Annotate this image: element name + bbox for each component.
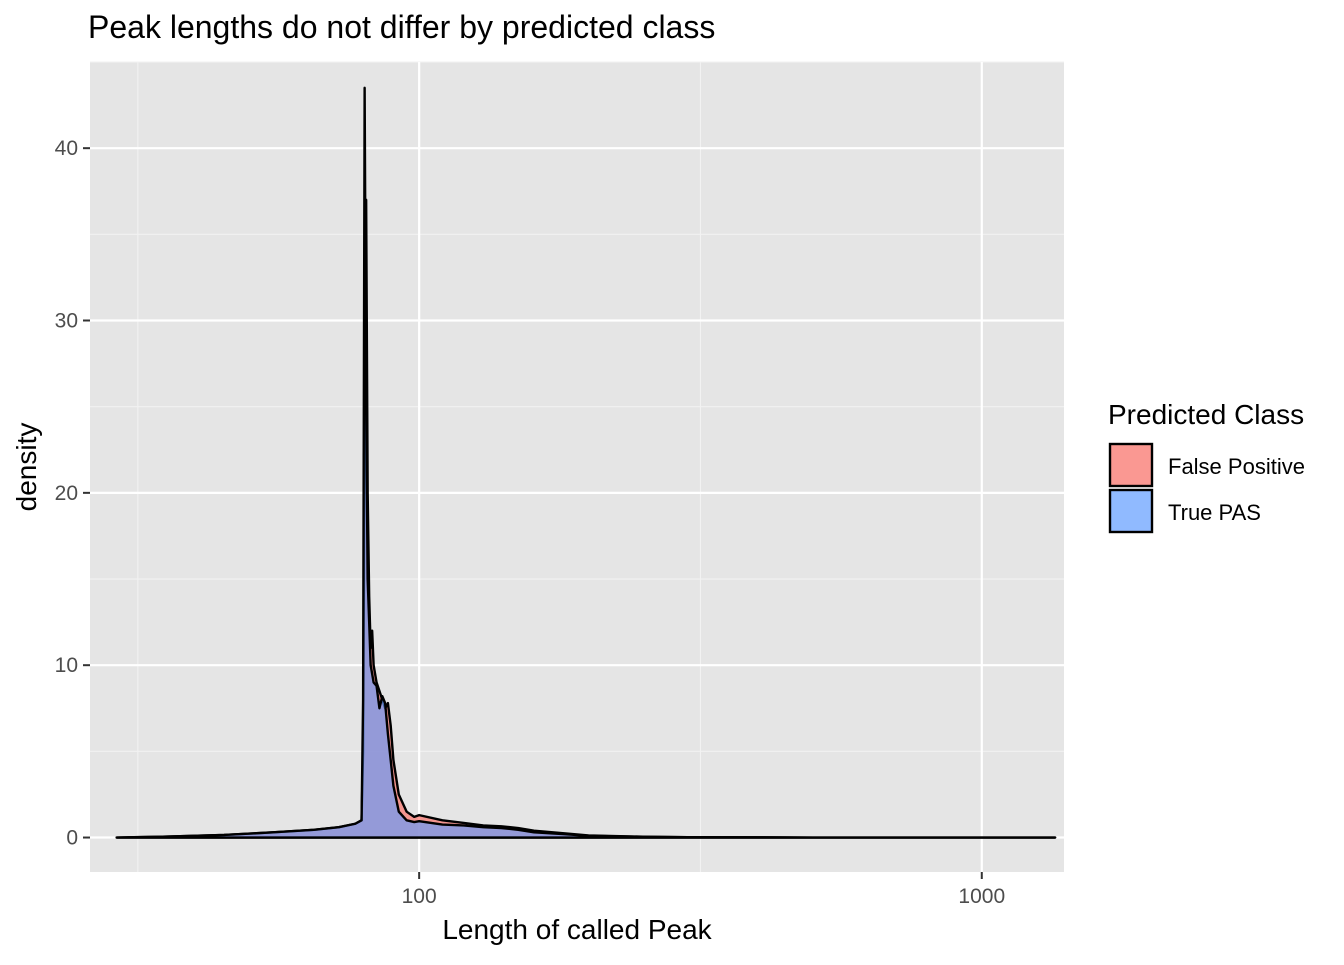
x-tick-label: 100 xyxy=(402,885,437,908)
legend-label-true-pas: True PAS xyxy=(1168,500,1261,525)
y-tick-label: 20 xyxy=(55,482,78,505)
legend-label-false-positive: False Positive xyxy=(1168,454,1305,479)
y-axis-label: density xyxy=(11,423,42,512)
axis-layer: 0 10 20 30 40 100 1000 xyxy=(55,137,1006,908)
y-tick-label: 40 xyxy=(55,137,78,160)
y-tick-label: 0 xyxy=(66,827,78,850)
legend: Predicted Class False Positive True PAS xyxy=(1108,399,1305,534)
density-area-true-pas xyxy=(115,86,1057,839)
legend-title: Predicted Class xyxy=(1108,399,1304,430)
legend-key-true-pas xyxy=(1108,488,1154,534)
y-tick-label: 30 xyxy=(55,310,78,333)
chart-title: Peak lengths do not differ by predicted … xyxy=(88,9,715,45)
plot-panel xyxy=(90,62,1064,872)
series-layer xyxy=(115,86,1057,839)
legend-key-false-positive xyxy=(1108,442,1154,488)
grid-minor xyxy=(90,61,1064,872)
x-axis-label: Length of called Peak xyxy=(442,914,712,945)
y-tick-label: 10 xyxy=(55,654,78,677)
x-tick-label: 1000 xyxy=(958,885,1005,908)
